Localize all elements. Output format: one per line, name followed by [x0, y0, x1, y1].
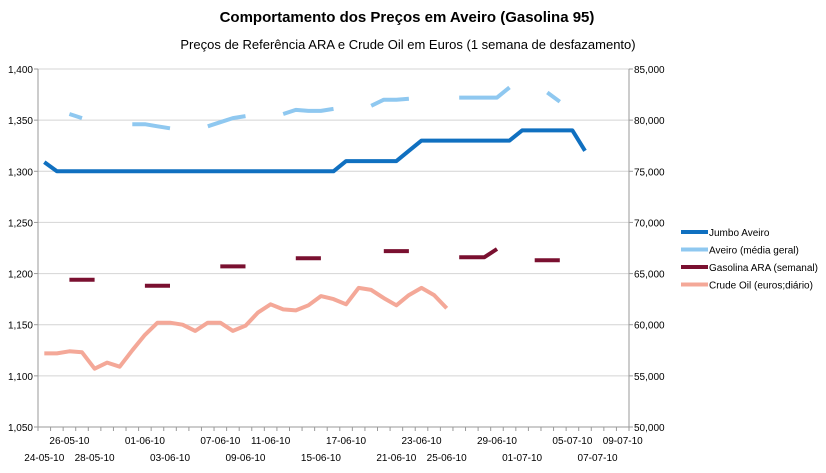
series-crude-oil-euros-di-rio: [44, 285, 449, 371]
right-tick-label: 85,000: [634, 65, 665, 76]
series-line: [282, 106, 334, 116]
left-tick-label: 1,150: [8, 321, 33, 332]
series-line: [459, 85, 511, 100]
x-tick-label: 09-06-10: [225, 453, 265, 464]
x-tick-label: 23-06-10: [402, 436, 442, 447]
x-tick-label: 05-07-10: [552, 436, 592, 447]
series-line: [44, 285, 449, 371]
right-tick-label: 55,000: [634, 372, 665, 383]
series-gasolina-ara-semanal: [69, 247, 560, 288]
x-tick-label: 21-06-10: [376, 453, 416, 464]
right-axis-ticks: 50,000 55,000 60,000 65,000 70,000 75,000 80,0…: [629, 65, 665, 434]
series-line: [459, 247, 499, 260]
series-line: [132, 122, 171, 131]
x-tick-label: 15-06-10: [301, 453, 341, 464]
x-tick-label: 25-06-10: [427, 453, 467, 464]
legend-item-jumbo-aveiro: Jumbo Aveiro: [681, 228, 770, 239]
right-tick-label: 70,000: [634, 218, 665, 229]
right-tick-label: 60,000: [634, 321, 665, 332]
series-line: [370, 96, 410, 108]
left-tick-label: 1,350: [8, 116, 33, 127]
left-tick-label: 1,300: [8, 167, 33, 178]
legend-item-crude-oil-euros-di-rio: Crude Oil (euros;diário): [681, 281, 813, 292]
legend-item-gasolina-ara-semanal: Gasolina ARA (semanal): [681, 263, 818, 274]
chart-title: Comportamento dos Preços em Aveiro (Gaso…: [220, 9, 595, 26]
left-tick-label: 1,100: [8, 372, 33, 383]
series-line: [43, 128, 587, 174]
chart-subtitle: Preços de Referência ARA e Crude Oil em …: [180, 37, 635, 52]
x-tick-label: 07-07-10: [578, 453, 618, 464]
series-line: [546, 90, 561, 104]
left-tick-label: 1,400: [8, 65, 33, 76]
x-tick-label: 01-06-10: [125, 436, 165, 447]
series-line: [68, 112, 83, 121]
series-layer: [43, 85, 587, 371]
right-tick-label: 75,000: [634, 167, 665, 178]
x-tick-label: 26-05-10: [49, 436, 89, 447]
legend-item-aveiro-m-dia-geral: Aveiro (média geral): [681, 246, 799, 257]
axes: [37, 69, 630, 428]
plot-area: [38, 69, 629, 427]
x-tick-label: 29-06-10: [477, 436, 517, 447]
legend: Jumbo Aveiro Aveiro (média geral) Gasolina…: [681, 228, 818, 292]
x-axis-ticks: 26-05-10 01-06-10 07-06-10 11-06-10 17-06-10…: [24, 427, 643, 464]
series-line: [207, 114, 246, 129]
left-tick-label: 1,200: [8, 270, 33, 281]
left-axis-ticks: 1,050 1,100 1,150 1,200 1,250 1,300 1,350 1,400: [8, 65, 38, 434]
left-tick-label: 1,250: [8, 218, 33, 229]
x-tick-label: 28-05-10: [75, 453, 115, 464]
x-tick-label: 07-06-10: [200, 436, 240, 447]
x-tick-label: 24-05-10: [24, 453, 64, 464]
x-tick-label: 09-07-10: [603, 436, 643, 447]
left-tick-label: 1,050: [8, 423, 33, 434]
right-tick-label: 80,000: [634, 116, 665, 127]
legend-label: Gasolina ARA (semanal): [709, 263, 818, 274]
series-aveiro-m-dia-geral: [68, 85, 561, 131]
x-tick-label: 11-06-10: [251, 436, 291, 447]
series-jumbo-aveiro: [43, 128, 587, 174]
right-tick-label: 65,000: [634, 270, 665, 281]
legend-label: Aveiro (média geral): [709, 246, 799, 257]
x-tick-label: 01-07-10: [502, 453, 542, 464]
legend-label: Jumbo Aveiro: [709, 228, 770, 239]
right-tick-label: 50,000: [634, 423, 665, 434]
x-tick-label: 03-06-10: [150, 453, 190, 464]
legend-label: Crude Oil (euros;diário): [709, 281, 813, 292]
x-tick-label: 17-06-10: [326, 436, 366, 447]
